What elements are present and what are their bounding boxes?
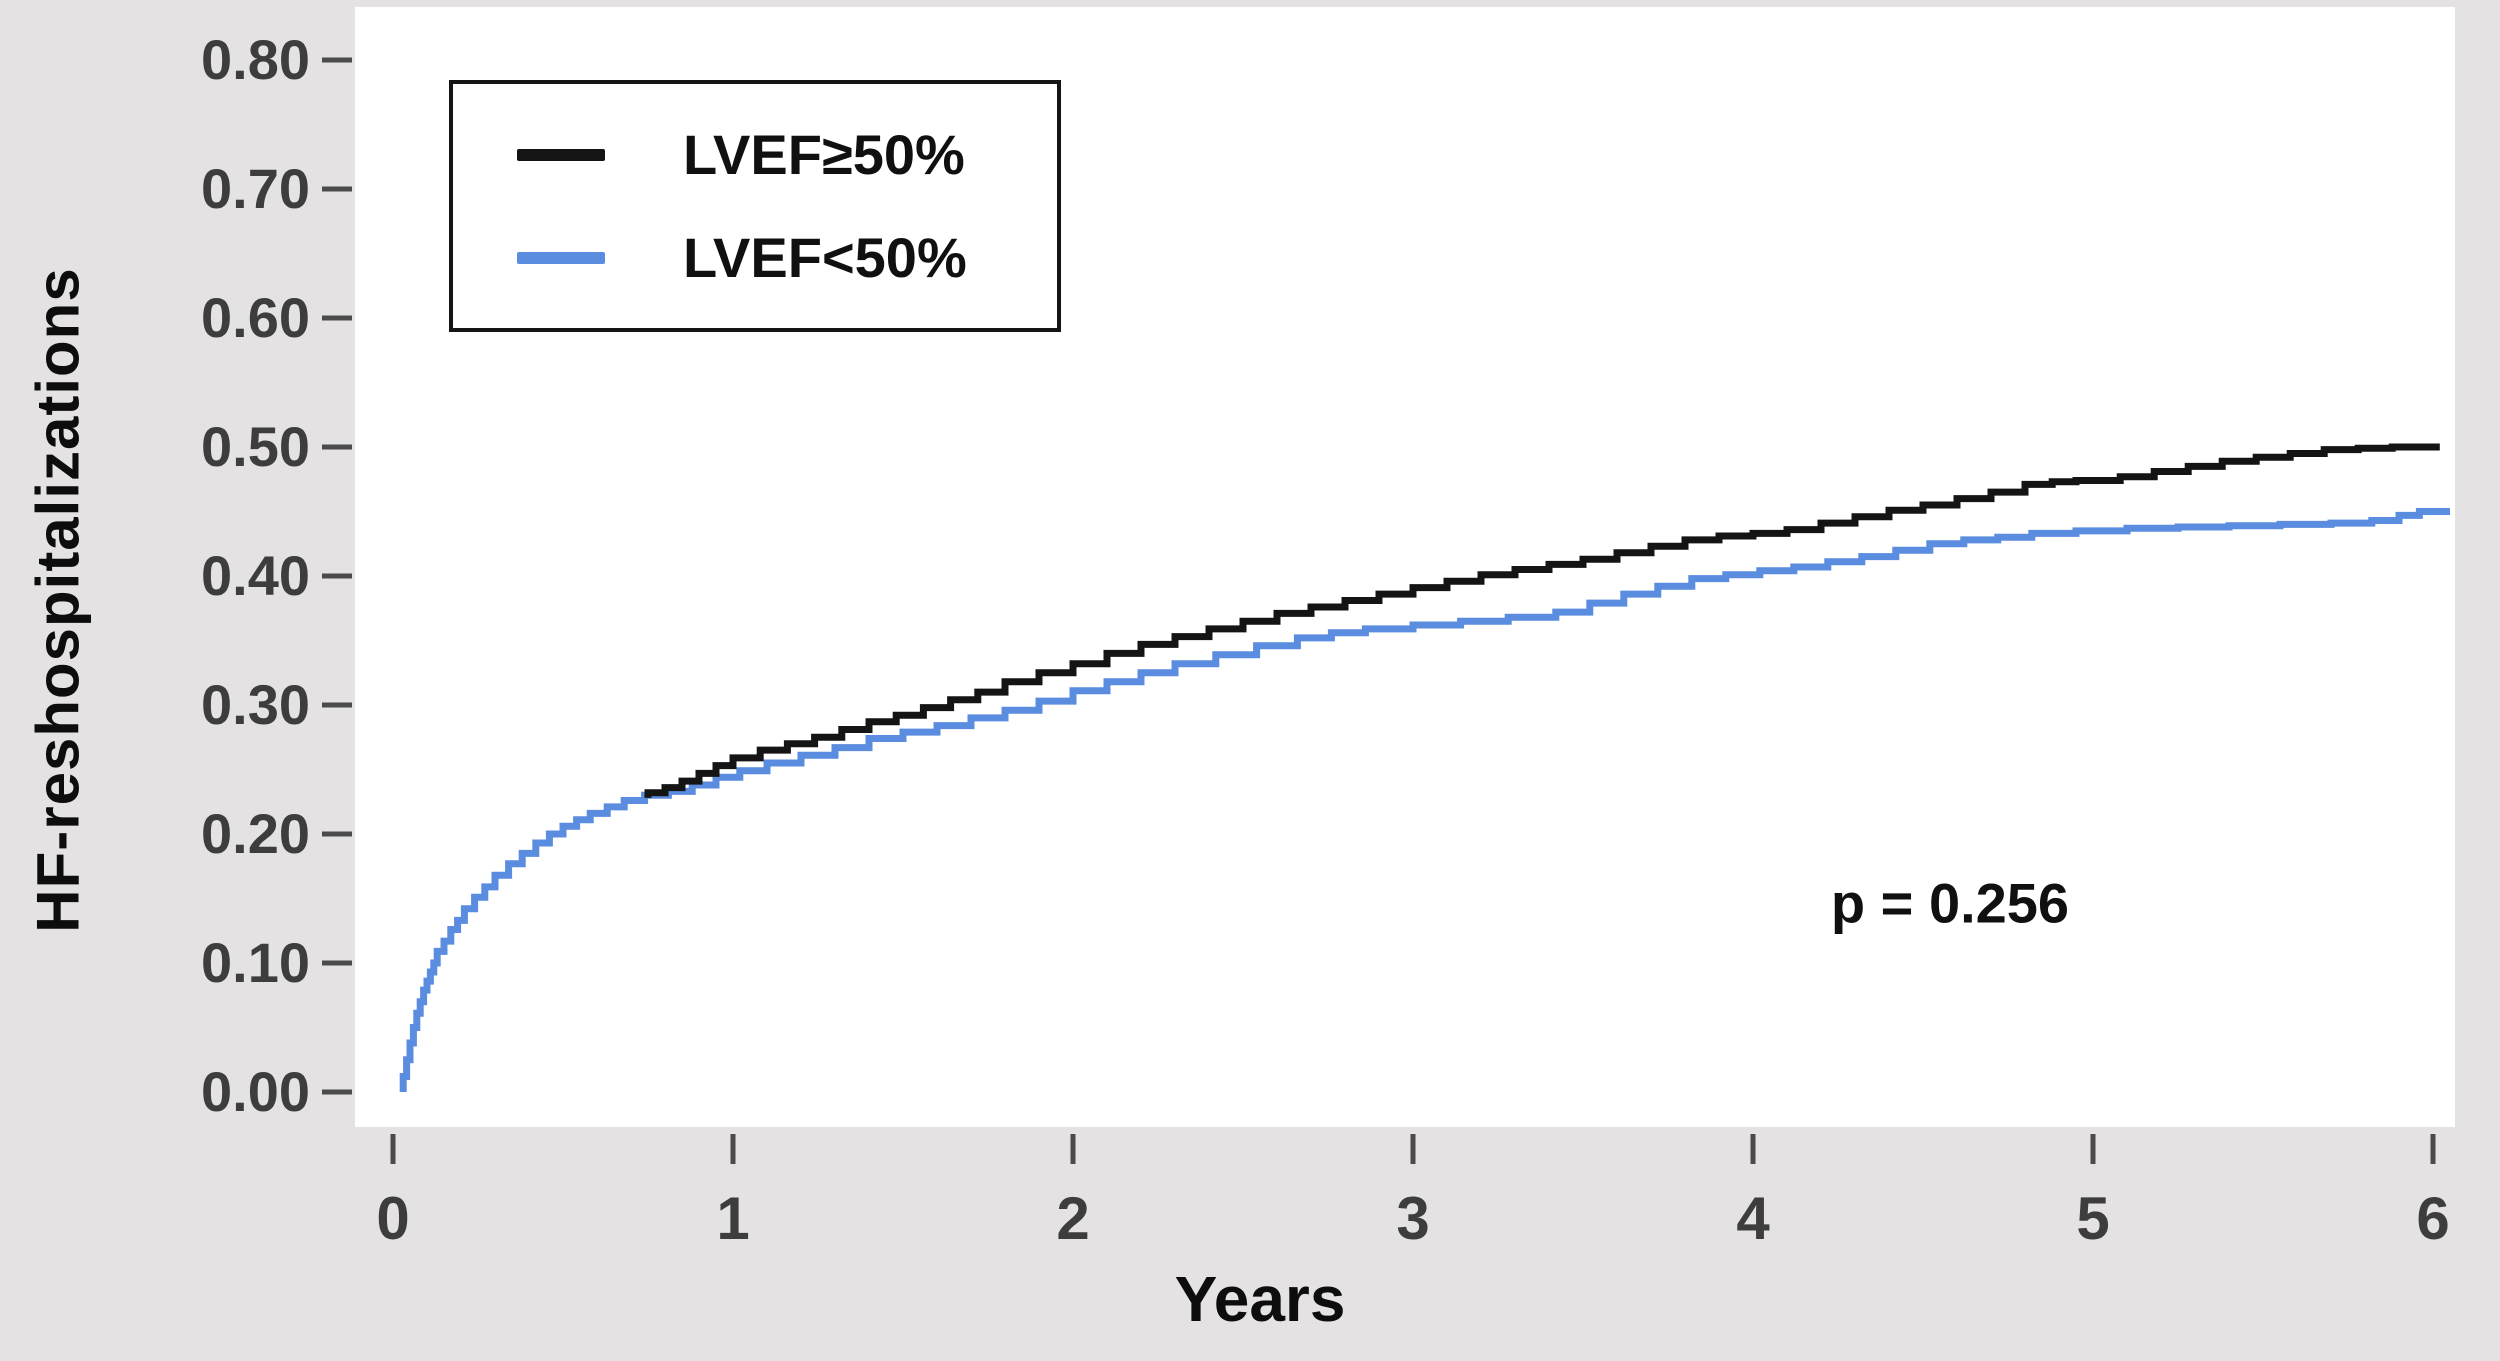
x-tick-label: 5 bbox=[2076, 1185, 2110, 1252]
x-tick-label: 6 bbox=[2416, 1185, 2450, 1252]
axis-tick-marks bbox=[322, 57, 2436, 1164]
y-tick-label: 0.60 bbox=[201, 286, 310, 349]
x-tick-label: 1 bbox=[716, 1185, 750, 1252]
y-tick-label: 0.10 bbox=[201, 931, 310, 994]
legend: LVEF≥50% LVEF<50% bbox=[449, 80, 1061, 332]
legend-item-lvef-lt50: LVEF<50% bbox=[517, 225, 1057, 290]
x-tick-label: 3 bbox=[1396, 1185, 1430, 1252]
x-tick-label: 2 bbox=[1056, 1185, 1090, 1252]
series-lvef-lt50-line bbox=[399, 508, 2450, 1092]
legend-item-lvef-ge50: LVEF≥50% bbox=[517, 122, 1057, 187]
y-tick-label: 0.70 bbox=[201, 157, 310, 220]
p-value-annotation: p = 0.256 bbox=[1830, 871, 2070, 935]
y-tick-label: 0.40 bbox=[201, 544, 310, 607]
legend-swatch-blue-line bbox=[517, 251, 605, 264]
y-tick-label: 0.00 bbox=[201, 1060, 310, 1123]
y-tick-label: 0.30 bbox=[201, 673, 310, 736]
y-tick-label: 0.20 bbox=[201, 802, 310, 865]
legend-swatch-black-line bbox=[517, 148, 605, 161]
legend-label-lvef-lt50: LVEF<50% bbox=[683, 226, 967, 289]
y-tick-label: 0.50 bbox=[201, 415, 310, 478]
x-tick-label: 0 bbox=[376, 1185, 410, 1252]
x-axis-title: Years bbox=[1174, 1263, 1346, 1335]
x-tick-label: 4 bbox=[1736, 1185, 1770, 1252]
series-lvef-ge50-line bbox=[644, 443, 2440, 798]
y-tick-label: 0.80 bbox=[201, 28, 310, 91]
y-axis-title: HF-reshospitalizations bbox=[24, 267, 92, 933]
legend-label-lvef-ge50: LVEF≥50% bbox=[683, 123, 965, 186]
